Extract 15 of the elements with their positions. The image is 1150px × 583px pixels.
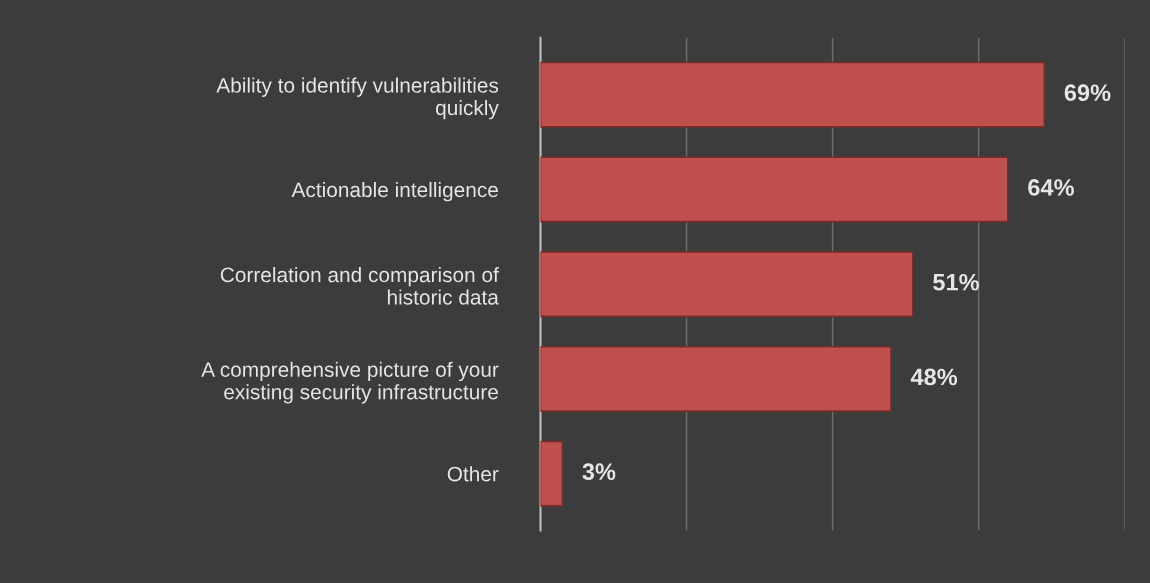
data-label: 64% bbox=[1028, 179, 1074, 196]
y-tick-label: A comprehensive picture of your existing security infrastructure bbox=[201, 361, 499, 404]
data-label: 69% bbox=[1064, 84, 1111, 102]
bar bbox=[540, 345, 892, 412]
data-label: 48% bbox=[910, 368, 958, 386]
data-label: 3% bbox=[582, 463, 616, 481]
y-tick-label: Ability to identify vulnerabilities quickly bbox=[216, 77, 499, 120]
bar bbox=[540, 61, 1046, 128]
data-label: 51% bbox=[933, 273, 980, 291]
bar bbox=[540, 156, 1009, 223]
y-tick-label: Correlation and comparison of historic data bbox=[220, 266, 499, 305]
bar bbox=[540, 440, 564, 507]
y-tick-label: Actionable intelligence bbox=[291, 181, 498, 202]
bar bbox=[540, 251, 914, 318]
y-tick-label: Other bbox=[447, 466, 499, 482]
